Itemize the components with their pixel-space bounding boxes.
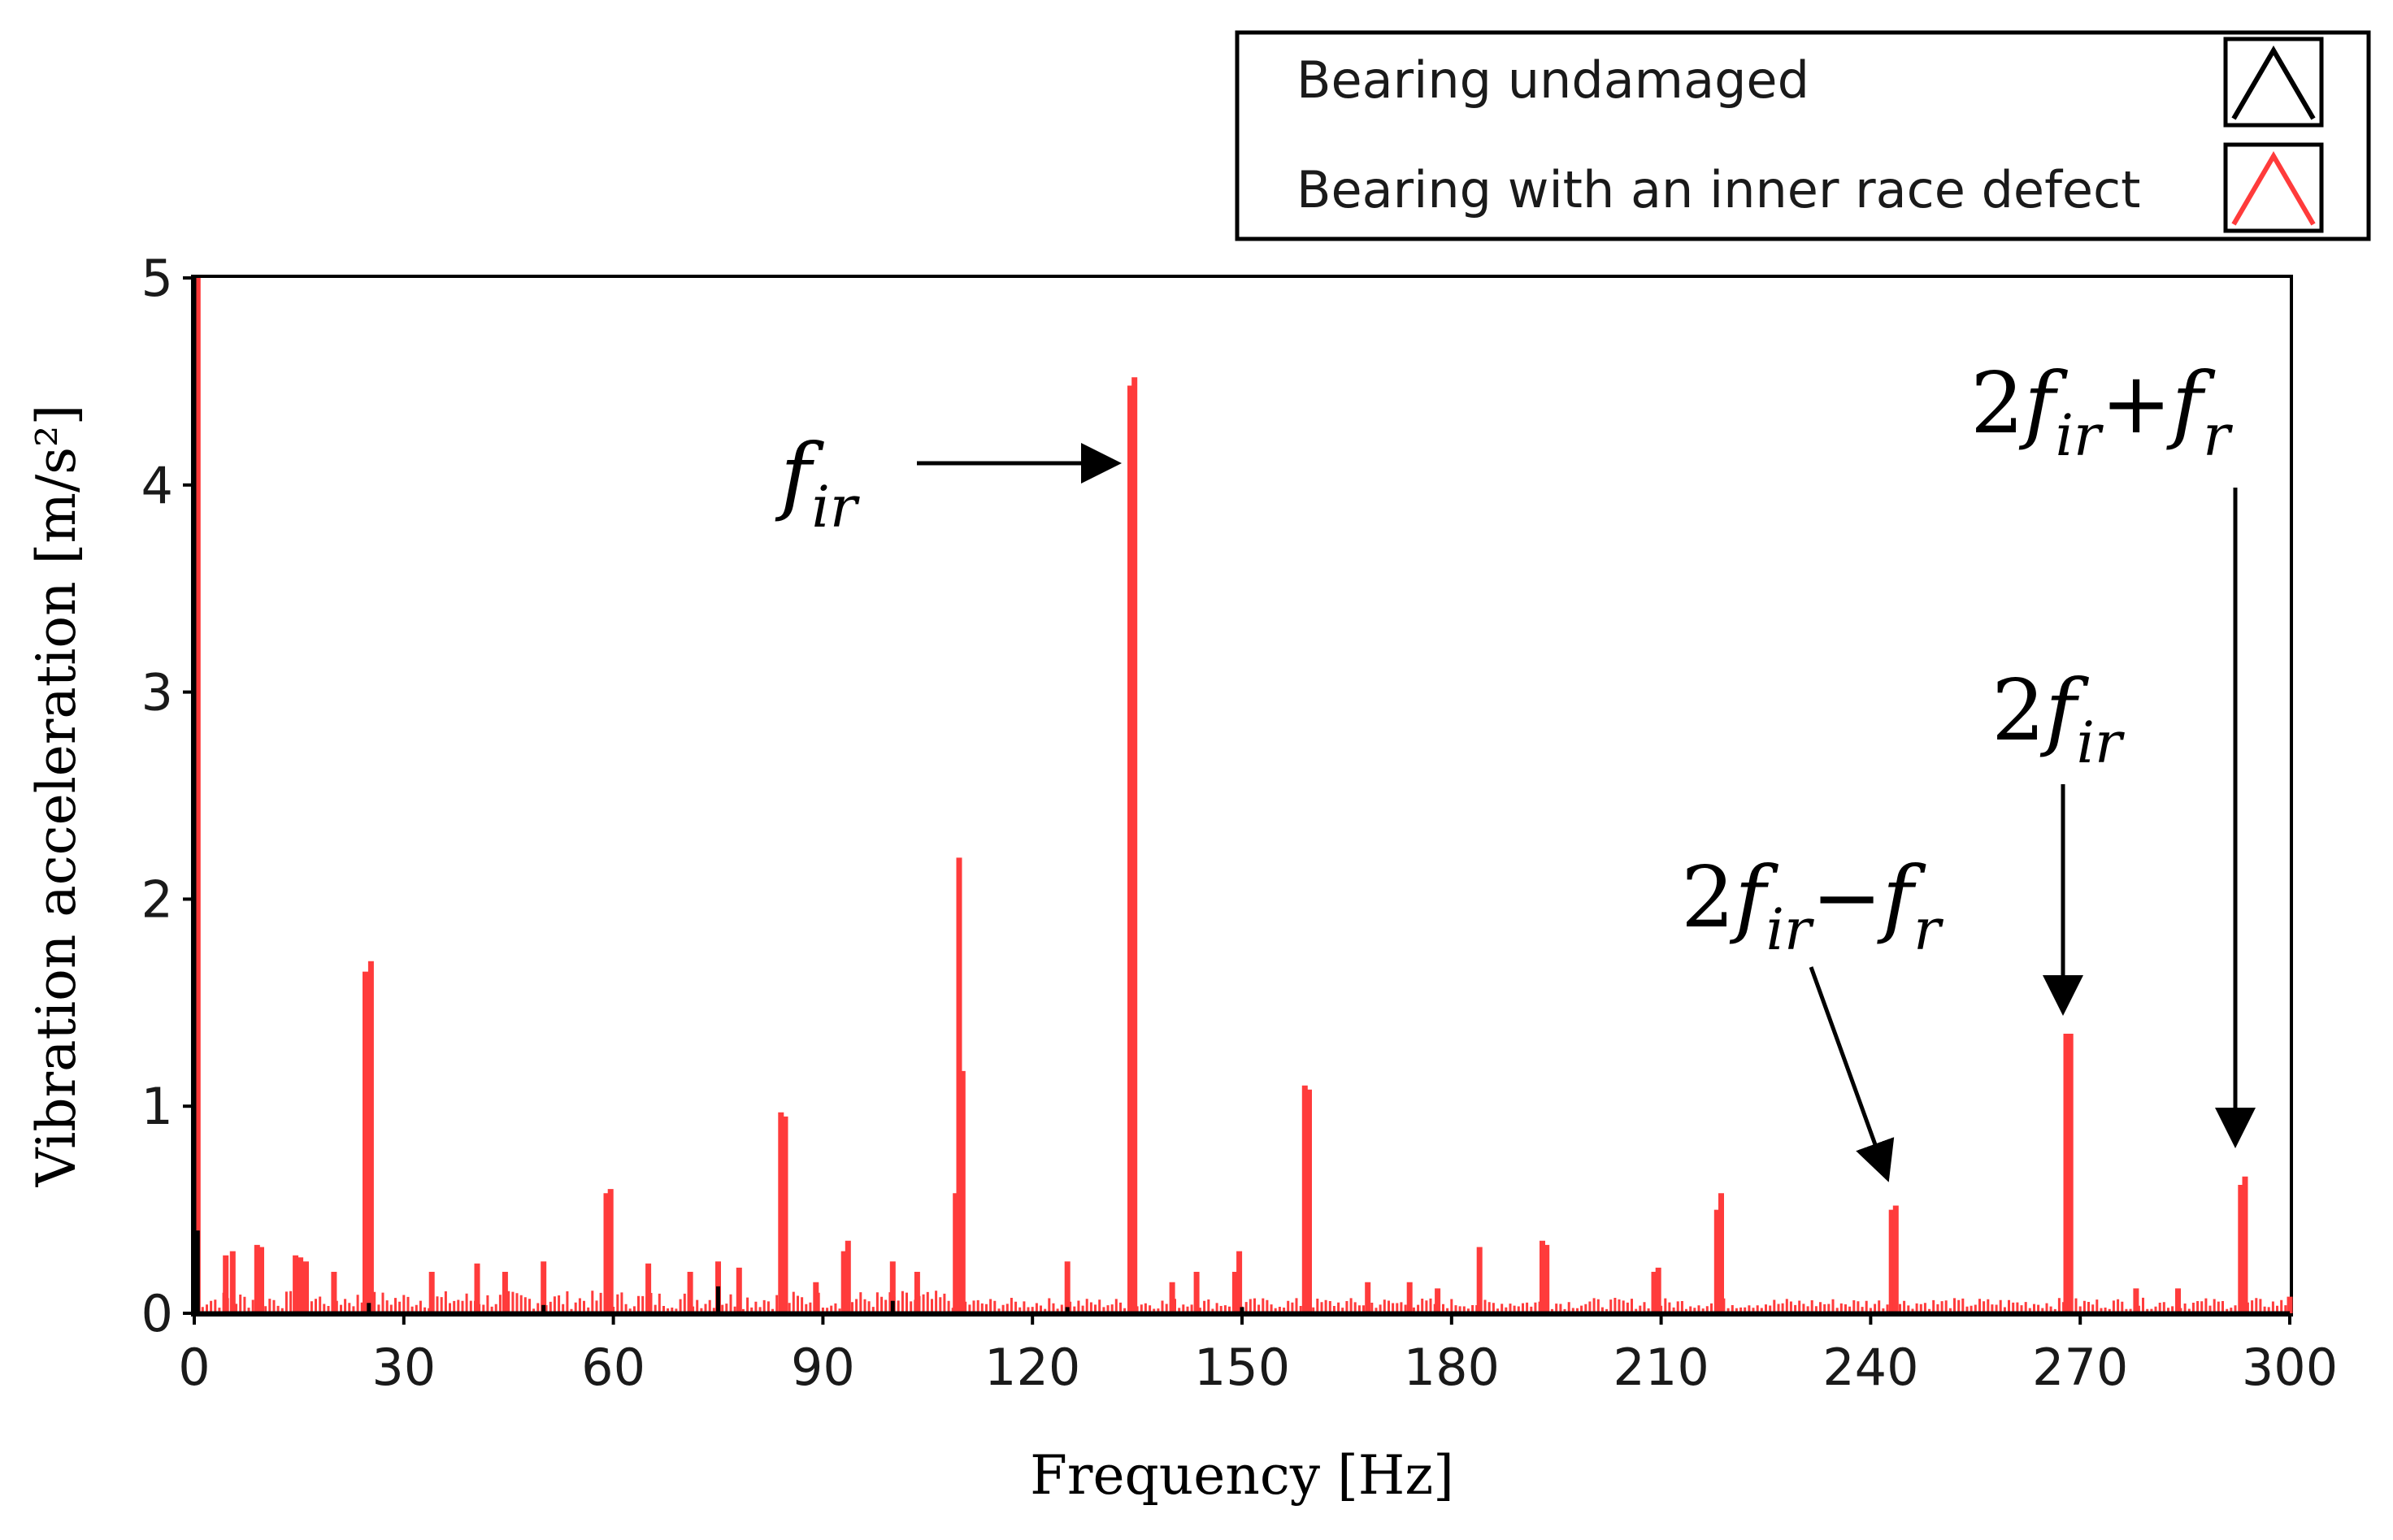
annotation-arrow [1809,966,1895,1182]
legend-label-defect: Bearing with an inner race defect [1296,160,2140,219]
annotation-2fir-fr: 2fir−fr [1681,848,1943,1182]
y-tick-label: 1 [141,1077,173,1136]
annotations: fir 2fir−fr 2fir 2fir+fr [775,354,2256,1182]
x-tick-label: 120 [984,1338,1080,1397]
series-defect [194,278,2293,1313]
x-tick-label: 210 [1613,1338,1709,1397]
annotation-fir: fir [775,425,1122,540]
annotation-label: fir [775,425,860,540]
x-tick-label: 180 [1404,1338,1500,1397]
annotation-2fir: 2fir [1991,661,2125,1016]
y-tick-label: 5 [141,249,173,308]
x-axis-label: Frequency [Hz] [1030,1444,1454,1507]
legend-swatch-undamaged [2223,37,2324,128]
series-undamaged [192,1193,1244,1313]
y-tick-label: 3 [141,663,173,722]
y-axis-label: Vibration acceleration [m/s²] [25,405,88,1188]
x-tick-label: 60 [581,1338,645,1397]
x-tick-label: 300 [2242,1338,2338,1397]
y-tick-label: 2 [141,870,173,929]
x-tick-label: 270 [2032,1338,2128,1397]
y-tick-label: 4 [141,456,173,515]
x-tick-label: 0 [178,1338,210,1397]
x-tick-label: 240 [1822,1338,1918,1397]
legend: Bearing undamaged Bearing with an inner … [1235,30,2371,241]
annotation-label: 2fir [1991,661,2125,776]
legend-box [1235,30,2371,241]
x-axis: 0 30 60 90 120 150 180 210 240 270 300 [178,1311,2338,1397]
x-tick-label: 90 [791,1338,855,1397]
legend-label-undamaged: Bearing undamaged [1296,50,1809,110]
legend-swatch-defect [2223,142,2324,233]
annotation-label: 2fir−fr [1681,848,1943,963]
annotation-label: 2fir+fr [1970,354,2233,469]
y-axis: 0 1 2 3 4 5 [141,249,197,1343]
y-tick-label: 0 [141,1284,173,1343]
x-tick-label: 30 [371,1338,436,1397]
x-tick-label: 150 [1194,1338,1290,1397]
